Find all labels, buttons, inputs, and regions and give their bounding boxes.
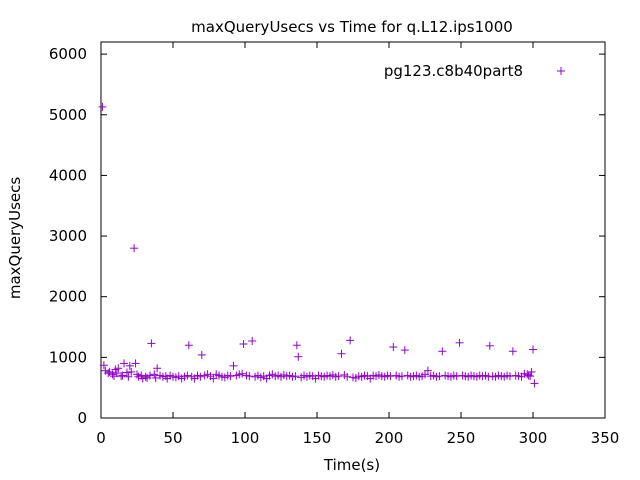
x-axis: 0 50 100 150 200 250 300 350 — [96, 42, 619, 447]
data-point — [484, 372, 493, 381]
data-point — [238, 369, 247, 378]
x-tick-label: 50 — [163, 429, 182, 447]
data-point — [337, 349, 346, 358]
y-axis-label: maxQueryUsecs — [6, 177, 24, 300]
plot-frame — [100, 41, 606, 419]
data-point — [239, 340, 248, 349]
y-tick-label: 4000 — [49, 166, 87, 184]
data-points — [98, 102, 539, 388]
data-point — [505, 372, 514, 381]
data-point — [526, 372, 535, 381]
data-point — [343, 372, 352, 381]
data-point — [145, 371, 154, 380]
data-point — [291, 372, 300, 381]
data-point — [125, 361, 134, 370]
data-point — [114, 364, 123, 373]
y-axis: 0 1000 2000 3000 4000 5000 6000 — [49, 45, 605, 427]
data-point — [153, 364, 162, 373]
data-point — [346, 336, 355, 345]
data-point — [400, 346, 409, 355]
legend: pg123.c8b40part8 — [384, 62, 565, 80]
y-tick-label: 2000 — [49, 288, 87, 306]
data-point — [196, 372, 205, 381]
data-point — [141, 372, 150, 381]
data-point — [294, 352, 303, 361]
data-point — [147, 339, 156, 348]
data-point — [438, 347, 447, 356]
data-point — [229, 361, 238, 370]
data-point — [389, 343, 398, 352]
data-point — [150, 370, 159, 379]
x-tick-label: 250 — [447, 429, 476, 447]
x-tick-label: 100 — [231, 429, 260, 447]
data-point — [122, 368, 131, 377]
legend-label: pg123.c8b40part8 — [384, 62, 523, 80]
data-point — [435, 372, 444, 381]
x-tick-label: 0 — [96, 429, 106, 447]
legend-marker — [557, 67, 565, 75]
data-point — [184, 341, 193, 350]
data-point — [197, 350, 206, 359]
data-point — [127, 367, 136, 376]
data-point — [527, 367, 536, 376]
data-point — [108, 370, 117, 379]
data-point — [455, 338, 464, 347]
data-point — [530, 379, 539, 388]
data-point — [209, 374, 218, 383]
data-point — [117, 372, 126, 381]
data-point — [130, 244, 139, 253]
data-point — [485, 341, 494, 350]
data-point — [529, 345, 537, 354]
data-point — [120, 359, 129, 368]
y-tick-label: 1000 — [49, 348, 87, 366]
x-tick-label: 350 — [591, 429, 620, 447]
data-point — [452, 372, 461, 381]
data-point — [226, 372, 235, 381]
data-point — [334, 372, 343, 381]
data-point — [151, 373, 160, 382]
data-point — [508, 347, 517, 356]
y-tick-label: 0 — [77, 409, 87, 427]
data-point — [118, 371, 127, 380]
data-point — [104, 369, 113, 378]
data-point — [397, 372, 406, 381]
legend-marker-symbol — [557, 67, 565, 75]
y-tick-label: 6000 — [49, 45, 87, 63]
data-point — [386, 372, 395, 381]
data-point — [98, 102, 107, 111]
data-point — [99, 361, 108, 370]
data-point — [245, 372, 254, 381]
chart-title: maxQueryUsecs vs Time for q.L12.ips1000 — [191, 18, 513, 36]
data-point — [124, 372, 133, 381]
x-axis-label: Time(s) — [323, 456, 380, 474]
data-point — [292, 341, 301, 350]
x-tick-label: 150 — [303, 429, 332, 447]
data-point — [423, 366, 432, 375]
x-tick-label: 300 — [519, 429, 548, 447]
data-point — [248, 336, 257, 345]
x-tick-label: 200 — [375, 429, 404, 447]
data-point — [183, 371, 192, 380]
data-point — [131, 359, 140, 368]
y-tick-label: 5000 — [49, 106, 87, 124]
y-tick-label: 3000 — [49, 227, 87, 245]
data-point — [112, 369, 121, 378]
